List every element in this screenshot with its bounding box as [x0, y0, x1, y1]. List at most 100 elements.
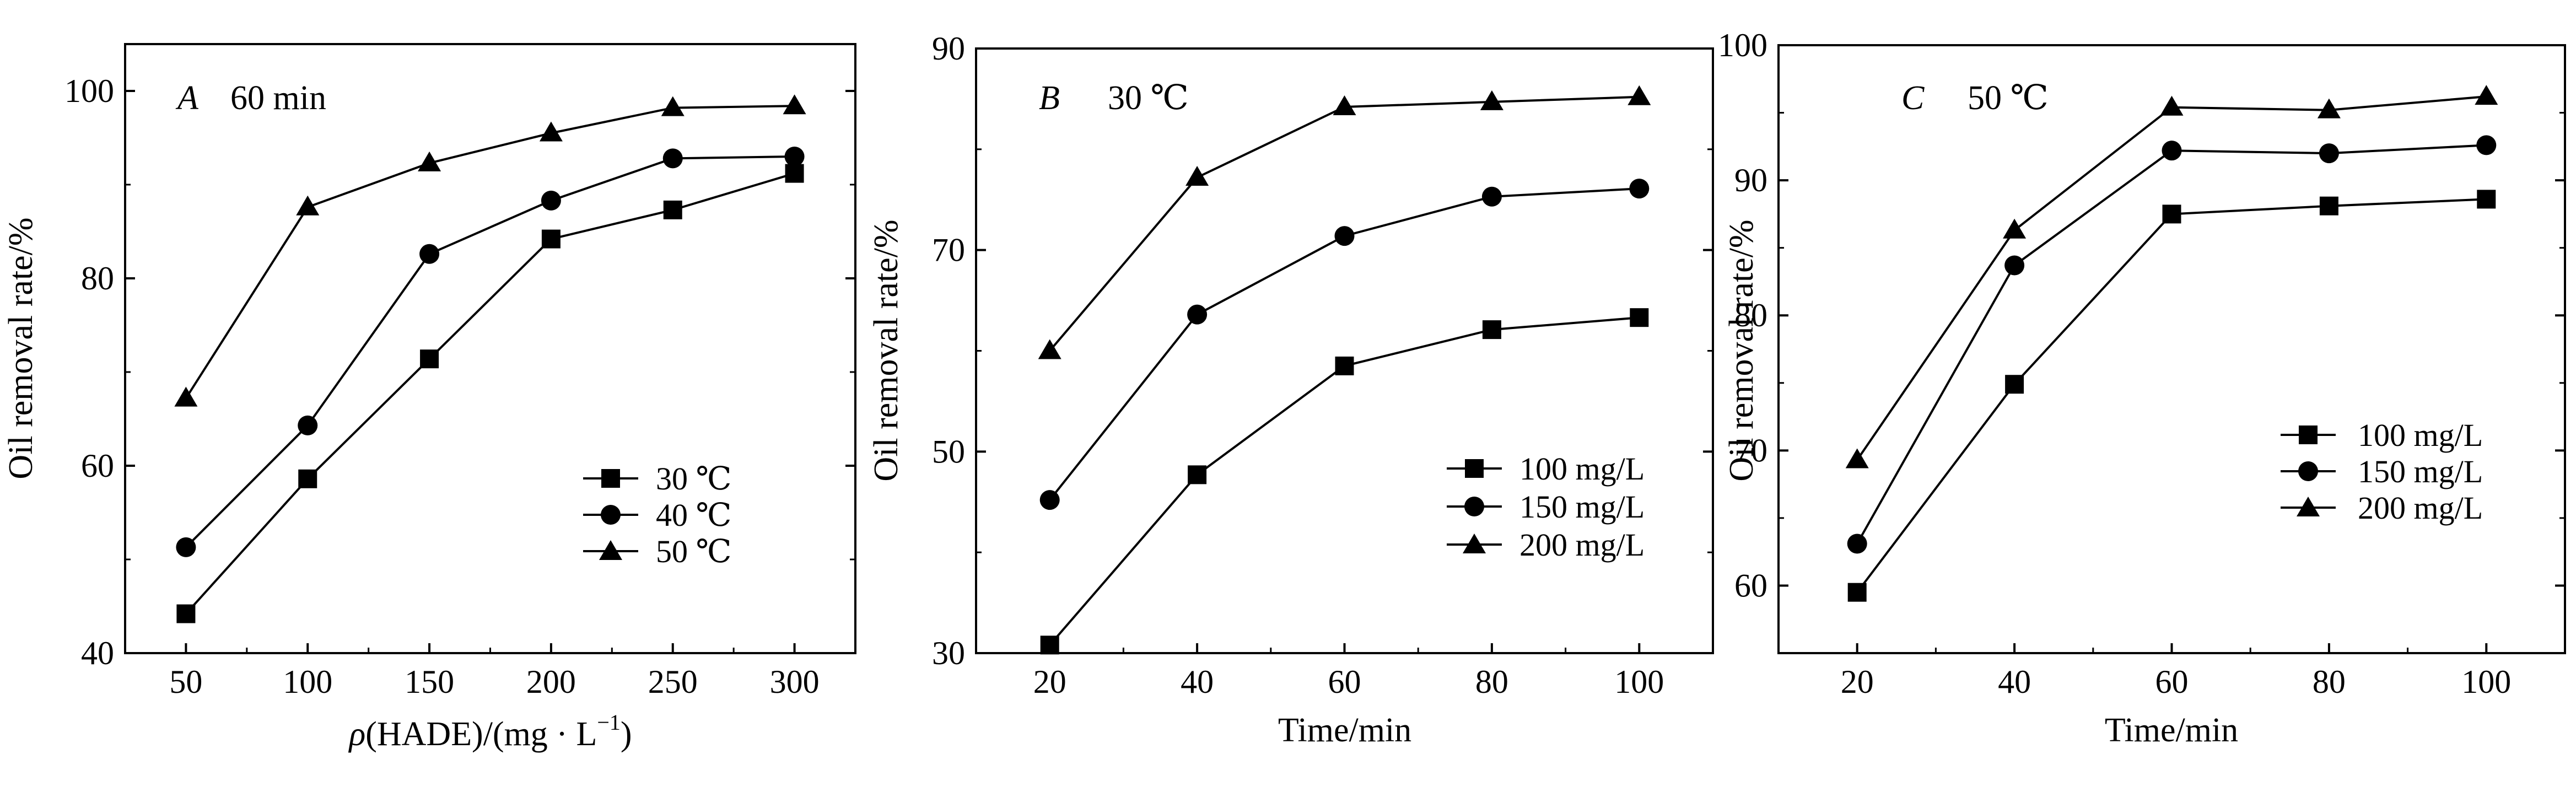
data-point-a-2-3 [419, 244, 440, 264]
x-tick-label-a-100: 100 [283, 664, 332, 700]
y-tick-label-c-70: 70 [1734, 432, 1767, 468]
panel-c: C 50 ℃ Oil removal rate/% Time/min 100 m… [1718, 27, 2566, 749]
legend-label-b-2: 150 mg/L [1519, 489, 1645, 525]
y-tick-label-c-90: 90 [1734, 162, 1767, 198]
x-axis-title-a-sup: −1 [597, 710, 621, 735]
data-point-a-1-2 [298, 469, 317, 488]
panel-letter-a: A [175, 79, 199, 117]
x-tick-label-a-250: 250 [648, 664, 698, 700]
x-tick-label-a-50: 50 [169, 664, 202, 700]
data-point-a-3-4 [539, 121, 563, 142]
y-tick-label-c-80: 80 [1734, 297, 1767, 333]
y-tick-label-a-40: 40 [81, 635, 114, 671]
y-tick-label-a-60: 60 [81, 448, 114, 484]
data-point-c-1-5 [2477, 190, 2496, 209]
plot-frame-a [124, 43, 856, 654]
data-point-b-2-4 [1481, 186, 1502, 207]
legend-marker-a-2 [601, 505, 621, 525]
data-point-b-1-3 [1335, 356, 1354, 375]
data-point-c-3-2 [2003, 218, 2027, 239]
data-point-c-3-4 [2317, 98, 2341, 118]
panel-letter-c: C [1901, 79, 1925, 117]
x-tick-label-b-100: 100 [1614, 664, 1664, 700]
x-axis-title-c: Time/min [2105, 712, 2238, 749]
panel-b: B 30 ℃ Oil removal rate/% Time/min 100 m… [867, 30, 1714, 749]
data-point-b-3-4 [1480, 90, 1503, 110]
y-tick-label-b-50: 50 [932, 433, 965, 470]
x-axis-title-a: ρ(HADE)/(mg · L−1) [348, 710, 632, 753]
plot-frame-c [1777, 44, 2566, 654]
legend-label-b-1: 100 mg/L [1519, 451, 1645, 487]
y-tick-label-b-90: 90 [932, 30, 965, 67]
panel-condition-b: 30 ℃ [1108, 79, 1189, 117]
x-tick-label-b-80: 80 [1475, 664, 1508, 700]
legend-a: 30 ℃ 40 ℃ 50 ℃ [583, 461, 731, 569]
data-point-b-3-5 [1627, 85, 1651, 105]
legend-label-a-2: 40 ℃ [656, 497, 731, 533]
series-line-a-1 [185, 172, 795, 615]
data-point-a-3-6 [783, 94, 806, 115]
y-tick-label-b-70: 70 [932, 232, 965, 268]
data-point-b-1-1 [1040, 635, 1059, 655]
x-axis-title-a-close: ) [621, 715, 632, 753]
data-point-a-1-6 [785, 164, 804, 183]
legend-b: 100 mg/L 150 mg/L 200 mg/L [1447, 451, 1645, 563]
data-point-b-2-2 [1187, 304, 1208, 325]
data-point-a-3-5 [661, 96, 685, 116]
x-tick-label-c-100: 100 [2461, 664, 2511, 700]
legend-marker-c-2 [2298, 461, 2318, 481]
y-axis-title-b: Oil removal rate/% [867, 219, 905, 481]
legend-label-b-3: 200 mg/L [1519, 527, 1645, 563]
data-point-a-3-3 [418, 151, 441, 171]
x-tick-label-c-60: 60 [2155, 664, 2189, 700]
panel-letter-b: B [1039, 79, 1060, 117]
y-tick-label-c-100: 100 [1718, 27, 1767, 63]
x-tick-label-c-80: 80 [2313, 664, 2346, 700]
data-point-b-3-3 [1333, 95, 1356, 116]
x-tick-label-b-20: 20 [1033, 664, 1066, 700]
data-point-a-2-5 [662, 148, 683, 169]
panel-a: A 60 min Oil removal rate/% ρ(HADE)/(mg … [2, 43, 856, 753]
data-point-c-3-1 [1845, 448, 1869, 468]
y-axis-title-a: Oil removal rate/% [2, 217, 40, 479]
legend-label-a-1: 30 ℃ [656, 461, 731, 497]
y-tick-label-a-100: 100 [64, 73, 114, 109]
series-line-c-1 [1856, 198, 2487, 593]
x-tick-label-c-20: 20 [1841, 664, 1874, 700]
data-point-a-1-3 [420, 349, 439, 369]
legend-marker-b-1 [1465, 459, 1484, 478]
x-tick-label-b-40: 40 [1181, 664, 1214, 700]
legend-marker-b-3 [1463, 534, 1486, 553]
x-tick-label-a-150: 150 [405, 664, 454, 700]
legend-marker-a-1 [601, 469, 620, 488]
data-point-a-2-1 [176, 537, 196, 557]
data-point-a-3-1 [174, 386, 198, 407]
data-point-c-2-2 [2004, 255, 2025, 276]
legend-marker-c-1 [2299, 425, 2318, 444]
x-axis-title-a-text: (HADE)/(mg · L [365, 715, 597, 753]
data-point-a-2-2 [298, 415, 318, 435]
x-tick-label-a-200: 200 [526, 664, 576, 700]
data-point-a-3-2 [296, 195, 320, 216]
data-point-b-1-5 [1630, 308, 1649, 327]
data-point-b-1-4 [1482, 320, 1501, 340]
legend-label-c-2: 150 mg/L [2358, 454, 2483, 489]
data-point-a-2-6 [784, 147, 805, 166]
data-point-c-1-2 [2005, 375, 2024, 394]
y-axis-title-c: Oil removal rate/% [1723, 219, 1760, 481]
data-point-c-1-4 [2319, 196, 2338, 216]
legend-c: 100 mg/L 150 mg/L 200 mg/L [2281, 417, 2483, 526]
data-point-b-1-2 [1188, 465, 1207, 484]
data-point-b-2-1 [1039, 490, 1060, 510]
legend-label-c-3: 200 mg/L [2358, 490, 2483, 526]
panel-condition-a: 60 min [230, 79, 326, 117]
x-axis-title-b: Time/min [1278, 712, 1411, 749]
legend-marker-a-3 [599, 540, 622, 560]
y-tick-label-a-80: 80 [81, 260, 114, 297]
data-point-c-3-3 [2160, 95, 2184, 116]
data-point-a-2-4 [541, 190, 561, 211]
legend-marker-b-2 [1464, 497, 1484, 516]
legend-label-c-1: 100 mg/L [2358, 417, 2483, 453]
